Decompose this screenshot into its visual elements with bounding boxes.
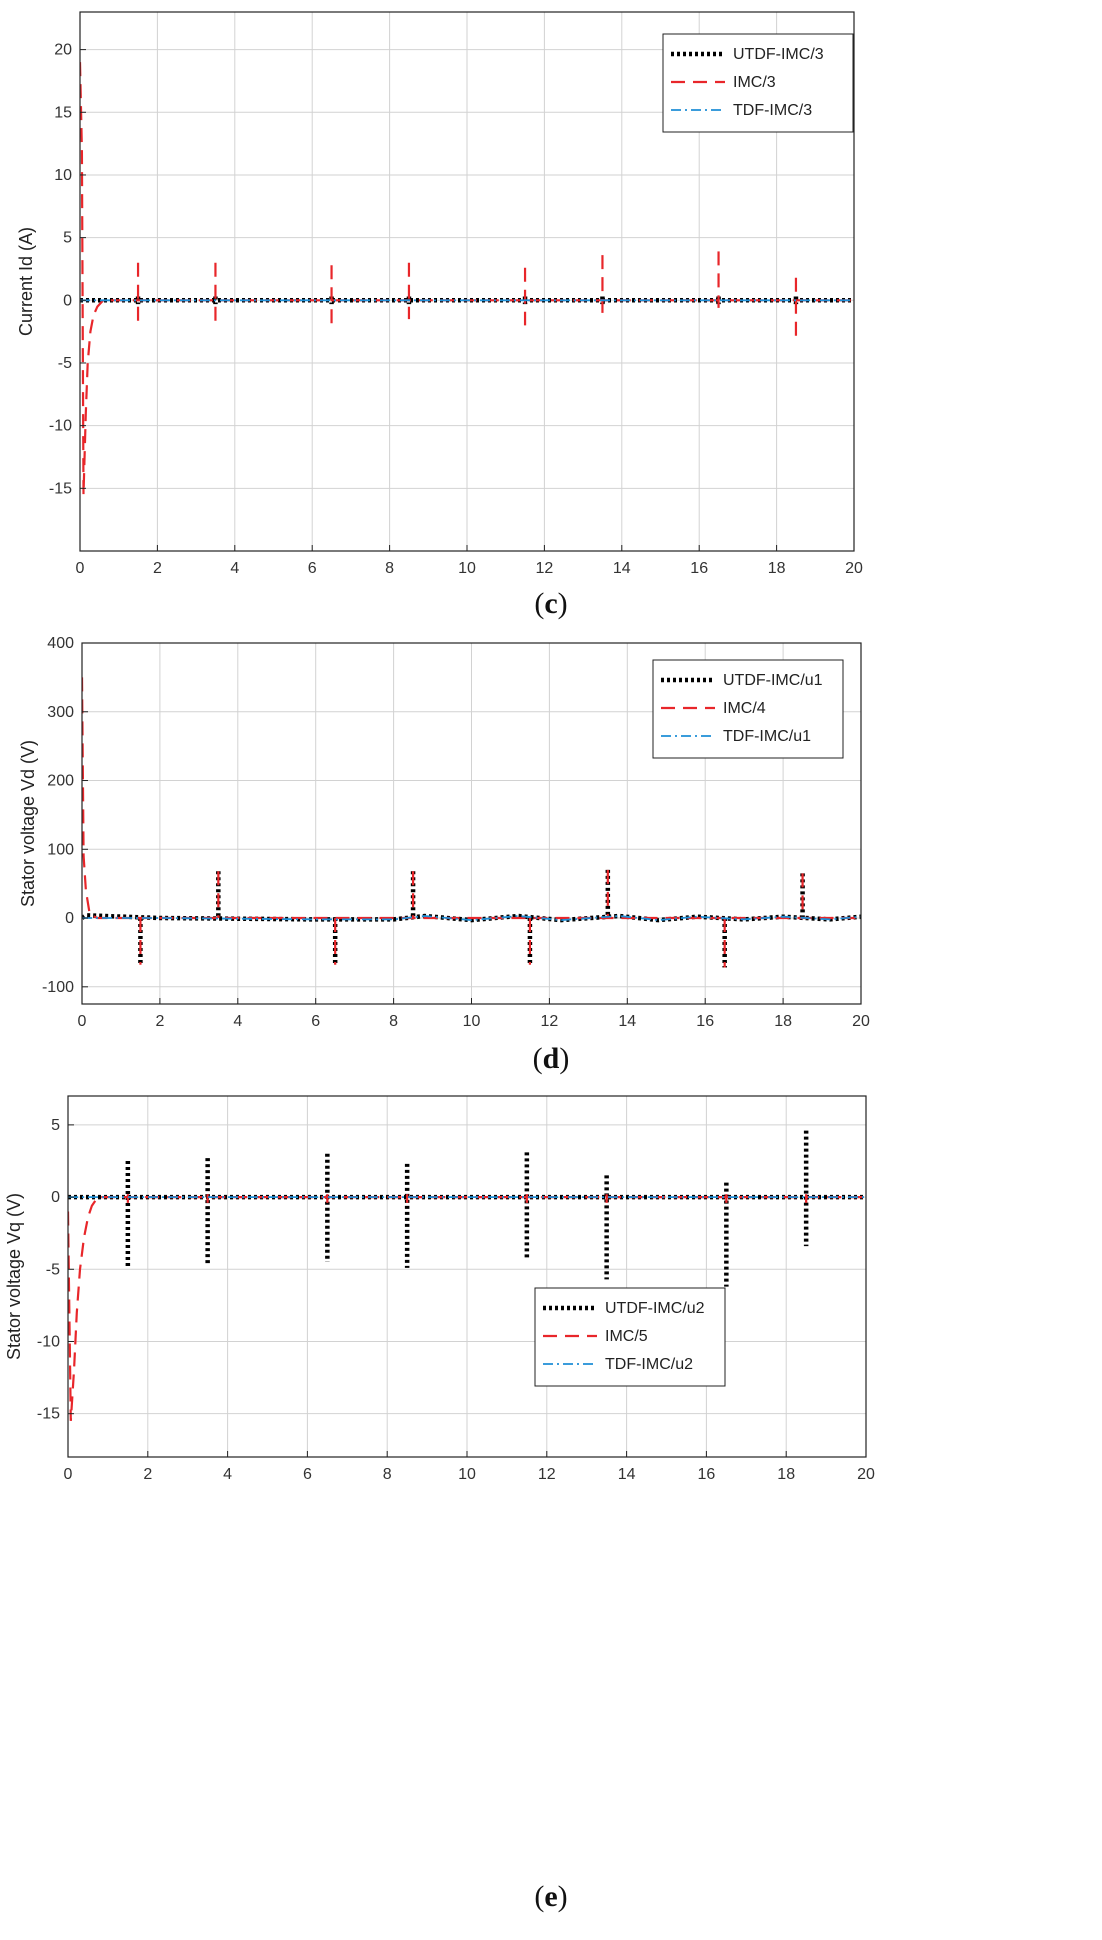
y-tick-label: 100	[47, 841, 74, 858]
legend: UTDF-IMC/3 IMC/3 TDF-IMC/3	[662, 33, 854, 133]
y-axis-label: Current Id (A)	[16, 227, 36, 336]
series-line	[80, 62, 854, 495]
y-tick-label: 200	[47, 773, 74, 790]
series-group	[68, 1130, 866, 1421]
y-tick-label: 15	[54, 104, 72, 121]
caption-e: (e)	[534, 1880, 568, 1913]
series-group	[80, 62, 854, 495]
x-tick-label: 2	[143, 1466, 152, 1483]
legend-label: TDF-IMC/3	[733, 102, 812, 119]
tick-labels: 0 2 4 6 8 10 12 14 16 18 20 -15 -10 -5 0 5 10 15 20	[49, 42, 863, 577]
legend-label: IMC/4	[723, 700, 766, 717]
series-line	[68, 1196, 866, 1421]
y-tick-label: 5	[63, 230, 72, 247]
y-tick-label: -15	[37, 1406, 60, 1423]
y-tick-label: -10	[49, 418, 72, 435]
legend: UTDF-IMC/u2 IMC/5 TDF-IMC/u2	[534, 1287, 726, 1387]
series-line	[82, 677, 861, 920]
legend: UTDF-IMC/u1 IMC/4 TDF-IMC/u1	[652, 659, 844, 759]
x-tick-label: 6	[308, 560, 317, 577]
x-tick-label: 18	[768, 560, 786, 577]
series-group	[82, 677, 861, 968]
x-tick-label: 12	[538, 1466, 556, 1483]
x-tick-label: 6	[303, 1466, 312, 1483]
y-tick-label: -5	[58, 355, 72, 372]
legend-label: TDF-IMC/u2	[605, 1356, 693, 1373]
y-tick-label: 10	[54, 167, 72, 184]
legend-label: IMC/3	[733, 74, 776, 91]
x-tick-label: 14	[618, 1466, 636, 1483]
x-tick-label: 20	[852, 1013, 870, 1030]
x-tick-label: 4	[230, 560, 239, 577]
y-tick-label: 0	[51, 1189, 60, 1206]
x-tick-label: 10	[458, 1466, 476, 1483]
x-tick-label: 6	[311, 1013, 320, 1030]
legend-label: UTDF-IMC/u1	[723, 672, 823, 689]
x-tick-label: 4	[223, 1466, 232, 1483]
x-tick-label: 18	[774, 1013, 792, 1030]
x-tick-label: 16	[698, 1466, 716, 1483]
y-axis-label: Stator voltage Vq (V)	[4, 1193, 24, 1360]
chart-panel-e: 0 2 4 6 8 10 12 14 16 18 20 -15 -10 -5 0 5 Stator voltag…	[4, 1095, 875, 1483]
x-tick-label: 10	[458, 560, 476, 577]
y-tick-label: 0	[65, 910, 74, 927]
x-tick-label: 14	[618, 1013, 636, 1030]
x-tick-label: 0	[64, 1466, 73, 1483]
x-tick-label: 16	[690, 560, 708, 577]
chart-panel-c: 0 2 4 6 8 10 12 14 16 18 20 -15 -10 -5 0 5 10 15 20 Current…	[16, 11, 863, 577]
y-tick-label: -5	[46, 1261, 60, 1278]
y-tick-label: -15	[49, 480, 72, 497]
legend-label: TDF-IMC/u1	[723, 728, 811, 745]
x-tick-label: 14	[613, 560, 631, 577]
chart-panel-d: 0 2 4 6 8 10 12 14 16 18 20-1000100200300400Stator…	[18, 635, 870, 1030]
caption-c: (c)	[534, 587, 568, 620]
y-tick-label: -100	[42, 979, 74, 996]
x-tick-label: 12	[536, 560, 554, 577]
x-tick-label: 8	[385, 560, 394, 577]
legend-label: IMC/5	[605, 1328, 648, 1345]
x-tick-label: 20	[845, 560, 863, 577]
x-tick-label: 10	[463, 1013, 481, 1030]
x-tick-label: 4	[233, 1013, 242, 1030]
y-tick-label: 300	[47, 704, 74, 721]
y-axis-label: Stator voltage Vd (V)	[18, 740, 38, 907]
x-tick-label: 20	[857, 1466, 875, 1483]
x-tick-label: 16	[696, 1013, 714, 1030]
y-tick-label: 20	[54, 42, 72, 59]
x-tick-label: 12	[541, 1013, 559, 1030]
y-tick-label: -10	[37, 1333, 60, 1350]
series-IMC/5	[68, 1194, 866, 1421]
x-tick-label: 8	[389, 1013, 398, 1030]
series-IMC/3	[80, 62, 854, 495]
grid	[68, 1096, 866, 1457]
series-TDF-IMC/u1	[82, 915, 861, 922]
x-tick-label: 0	[76, 560, 85, 577]
tick-labels: 0 2 4 6 8 10 12 14 16 18 20 -15 -10 -5 0 5	[37, 1117, 875, 1483]
series-line	[82, 915, 861, 922]
caption-d: (d)	[532, 1042, 570, 1075]
y-tick-label: 400	[47, 635, 74, 652]
legend-label: UTDF-IMC/3	[733, 46, 824, 63]
x-tick-label: 0	[78, 1013, 87, 1030]
y-tick-label: 5	[51, 1117, 60, 1134]
legend-label: UTDF-IMC/u2	[605, 1300, 705, 1317]
x-tick-label: 2	[155, 1013, 164, 1030]
x-tick-label: 8	[383, 1466, 392, 1483]
series-IMC/4	[82, 677, 861, 968]
y-tick-label: 0	[63, 292, 72, 309]
x-tick-label: 18	[777, 1466, 795, 1483]
x-tick-label: 2	[153, 560, 162, 577]
